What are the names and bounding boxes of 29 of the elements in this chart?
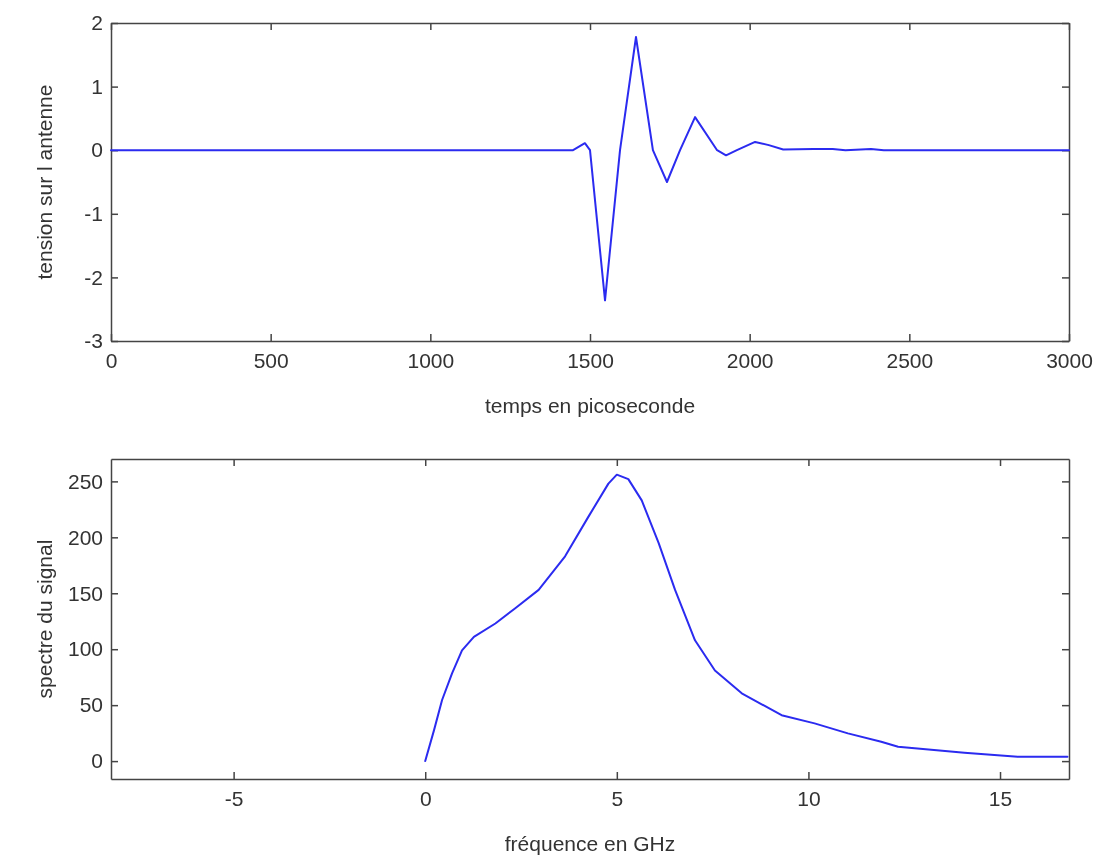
x-tick-label: 5 (611, 786, 624, 810)
y-tick-label: 2 (91, 11, 103, 35)
x-tick-label: -5 (224, 786, 244, 810)
x-tick-label: 2500 (886, 348, 934, 372)
y-tick-label: 0 (91, 749, 103, 773)
x-tick-label: 1000 (407, 348, 455, 372)
y-tick-label: -1 (84, 202, 103, 226)
x-tick-label: 0 (419, 786, 432, 810)
x-tick-label: 3000 (1046, 348, 1093, 372)
y-axis-title: tension sur l antenne (33, 84, 56, 280)
y-tick-label: -3 (84, 329, 103, 353)
y-tick-label: -2 (84, 265, 103, 289)
x-axis-title: fréquence en GHz (504, 832, 676, 855)
y-tick-label: 200 (67, 525, 103, 549)
y-tick-label: 250 (67, 469, 103, 493)
line-series (424, 473, 1069, 763)
x-tick-label: 500 (253, 348, 289, 372)
y-axis-title: spectre du signal (33, 539, 56, 699)
y-tick-label: 50 (79, 693, 103, 717)
y-tick-label: 1 (91, 74, 103, 98)
x-tick-label: 1500 (567, 348, 614, 372)
y-tick-label: 100 (67, 637, 103, 661)
y-tick-label: 0 (91, 138, 103, 162)
x-tick-label: 15 (988, 786, 1013, 810)
line-series (110, 35, 1070, 302)
x-axis-title: temps en picoseconde (484, 394, 696, 417)
x-tick-label: 10 (797, 786, 821, 810)
x-tick-label: 2000 (726, 348, 774, 372)
y-tick-label: 150 (67, 581, 103, 605)
